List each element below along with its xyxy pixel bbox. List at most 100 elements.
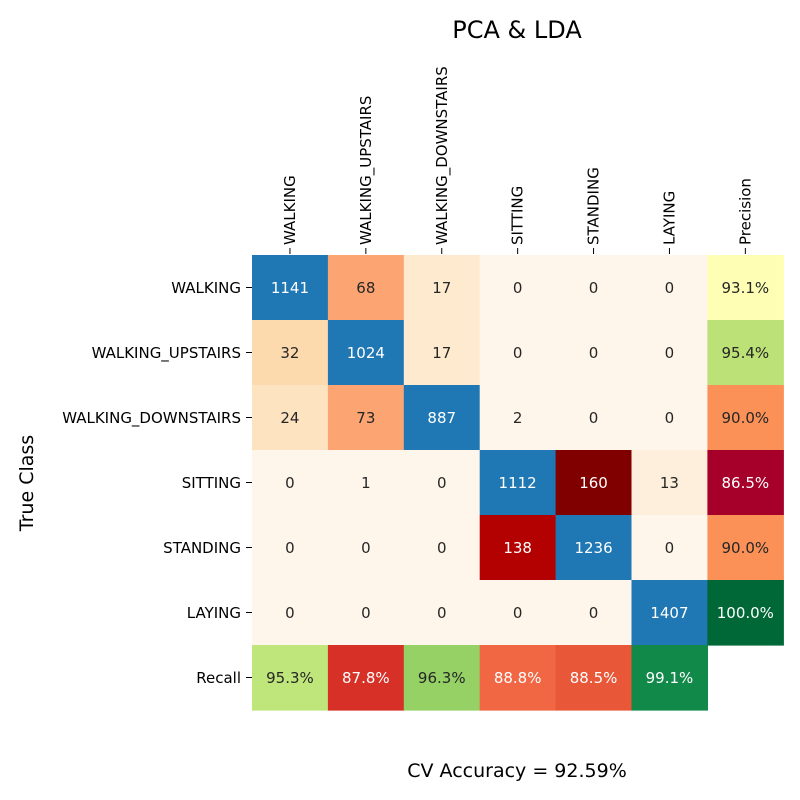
matrix-cell-r2-c0 xyxy=(252,385,329,451)
matrix-cell-r5-c5-label: 1407 xyxy=(650,604,688,622)
recall-cell-2-label: 96.3% xyxy=(418,669,466,687)
recall-cell-1 xyxy=(327,645,405,711)
heatmap-cells: 1141 68 17 0 0 0 32 1024 17 0 0 0 24 73 887 2 0 0 0 1 0 1112 1… xyxy=(252,255,784,711)
precision-cell-5 xyxy=(707,580,784,646)
matrix-cell-r0-c1 xyxy=(327,255,405,321)
matrix-cell-r0-c0 xyxy=(252,255,329,321)
recall-cell-4-label: 88.5% xyxy=(570,669,618,687)
matrix-cell-r5-c3 xyxy=(479,580,557,646)
matrix-cell-r4-c1 xyxy=(327,515,405,581)
matrix-cell-r1-c3-label: 0 xyxy=(513,344,523,362)
precision-cell-0 xyxy=(707,255,784,321)
recall-cell-2 xyxy=(403,645,481,711)
matrix-cell-r3-c0-label: 0 xyxy=(285,474,295,492)
recall-cell-5-label: 99.1% xyxy=(646,669,694,687)
matrix-cell-r4-c4 xyxy=(555,515,633,581)
matrix-cell-r3-c1-label: 1 xyxy=(361,474,371,492)
column-label-5: LAYING xyxy=(660,191,678,245)
matrix-cell-r3-c1 xyxy=(327,450,405,516)
recall-cell-0 xyxy=(252,645,329,711)
column-label-6: Precision xyxy=(736,178,754,245)
recall-cell-5 xyxy=(631,645,708,711)
matrix-cell-r5-c2 xyxy=(403,580,481,646)
matrix-cell-r4-c0 xyxy=(252,515,329,581)
matrix-cell-r4-c0-label: 0 xyxy=(285,539,295,557)
matrix-cell-r5-c1-label: 0 xyxy=(361,604,371,622)
recall-cell-0-label: 95.3% xyxy=(266,669,314,687)
matrix-cell-r4-c3 xyxy=(479,515,557,581)
matrix-cell-r3-c2 xyxy=(403,450,481,516)
matrix-cell-r0-c2-label: 17 xyxy=(432,279,451,297)
matrix-cell-r1-c0-label: 32 xyxy=(280,344,299,362)
matrix-cell-r2-c4 xyxy=(555,385,633,451)
matrix-cell-r2-c5 xyxy=(631,385,708,451)
matrix-cell-r2-c2-label: 887 xyxy=(427,409,456,427)
matrix-cell-r2-c2 xyxy=(403,385,481,451)
precision-cell-4-label: 90.0% xyxy=(722,539,770,557)
row-label-5: LAYING xyxy=(187,604,241,622)
matrix-cell-r2-c3-label: 2 xyxy=(513,409,523,427)
row-label-0: WALKING xyxy=(171,279,241,297)
matrix-cell-r4-c3-label: 138 xyxy=(503,539,532,557)
y-axis-title: True Class xyxy=(16,435,38,532)
matrix-cell-r5-c2-label: 0 xyxy=(437,604,447,622)
column-label-2: WALKING_DOWNSTAIRS xyxy=(433,66,452,245)
matrix-cell-r0-c0-label: 1141 xyxy=(271,279,309,297)
column-label-3: SITTING xyxy=(509,186,527,245)
matrix-cell-r1-c4-label: 0 xyxy=(589,344,599,362)
matrix-cell-r4-c2 xyxy=(403,515,481,581)
matrix-cell-r2-c1-label: 73 xyxy=(356,409,375,427)
matrix-cell-r4-c4-label: 1236 xyxy=(574,539,612,557)
precision-cell-1-label: 95.4% xyxy=(722,344,770,362)
matrix-cell-r2-c1 xyxy=(327,385,405,451)
matrix-cell-r1-c4 xyxy=(555,320,633,386)
matrix-cell-r0-c3-label: 0 xyxy=(513,279,523,297)
column-label-0: WALKING xyxy=(281,175,299,245)
matrix-cell-r3-c3-label: 1112 xyxy=(499,474,537,492)
matrix-cell-r5-c3-label: 0 xyxy=(513,604,523,622)
row-label-1: WALKING_UPSTAIRS xyxy=(92,344,241,363)
precision-cell-3-label: 86.5% xyxy=(722,474,770,492)
row-label-2: WALKING_DOWNSTAIRS xyxy=(62,409,241,428)
matrix-cell-r1-c5-label: 0 xyxy=(665,344,675,362)
matrix-cell-r0-c4-label: 0 xyxy=(589,279,599,297)
precision-cell-2-label: 90.0% xyxy=(722,409,770,427)
matrix-cell-r3-c3 xyxy=(479,450,557,516)
matrix-cell-r5-c4-label: 0 xyxy=(589,604,599,622)
matrix-cell-r3-c5 xyxy=(631,450,708,516)
precision-cell-1 xyxy=(707,320,784,386)
column-label-1: WALKING_UPSTAIRS xyxy=(357,96,376,245)
matrix-cell-r1-c0 xyxy=(252,320,329,386)
matrix-cell-r1-c3 xyxy=(479,320,557,386)
matrix-cell-r0-c5 xyxy=(631,255,708,321)
precision-cell-2 xyxy=(707,385,784,451)
precision-cell-5-label: 100.0% xyxy=(717,604,774,622)
recall-cell-4 xyxy=(555,645,633,711)
matrix-cell-r3-c0 xyxy=(252,450,329,516)
row-label-4: STANDING xyxy=(163,539,241,557)
matrix-cell-r0-c2 xyxy=(403,255,481,321)
matrix-cell-r1-c5 xyxy=(631,320,708,386)
matrix-cell-r3-c2-label: 0 xyxy=(437,474,447,492)
matrix-cell-r5-c4 xyxy=(555,580,633,646)
row-labels: WALKING WALKING_UPSTAIRS WALKING_DOWNSTAIR… xyxy=(62,279,252,687)
matrix-cell-r4-c5-label: 0 xyxy=(665,539,675,557)
matrix-cell-r1-c2-label: 17 xyxy=(432,344,451,362)
matrix-cell-r5-c1 xyxy=(327,580,405,646)
matrix-cell-r4-c2-label: 0 xyxy=(437,539,447,557)
matrix-cell-r2-c3 xyxy=(479,385,557,451)
column-label-4: STANDING xyxy=(585,167,603,245)
matrix-cell-r3-c5-label: 13 xyxy=(660,474,679,492)
matrix-cell-r5-c0-label: 0 xyxy=(285,604,295,622)
cv-accuracy-label: CV Accuracy = 92.59% xyxy=(407,760,627,782)
matrix-cell-r0-c4 xyxy=(555,255,633,321)
matrix-cell-r4-c1-label: 0 xyxy=(361,539,371,557)
column-labels: WALKING WALKING_UPSTAIRS WALKING_DOWNSTAIR… xyxy=(281,66,754,254)
matrix-cell-r1-c1 xyxy=(327,320,405,386)
precision-cell-3 xyxy=(707,450,784,516)
matrix-cell-r5-c0 xyxy=(252,580,329,646)
matrix-cell-r3-c4 xyxy=(555,450,633,516)
matrix-cell-r5-c5 xyxy=(631,580,708,646)
precision-cell-4 xyxy=(707,515,784,581)
matrix-cell-r0-c3 xyxy=(479,255,557,321)
